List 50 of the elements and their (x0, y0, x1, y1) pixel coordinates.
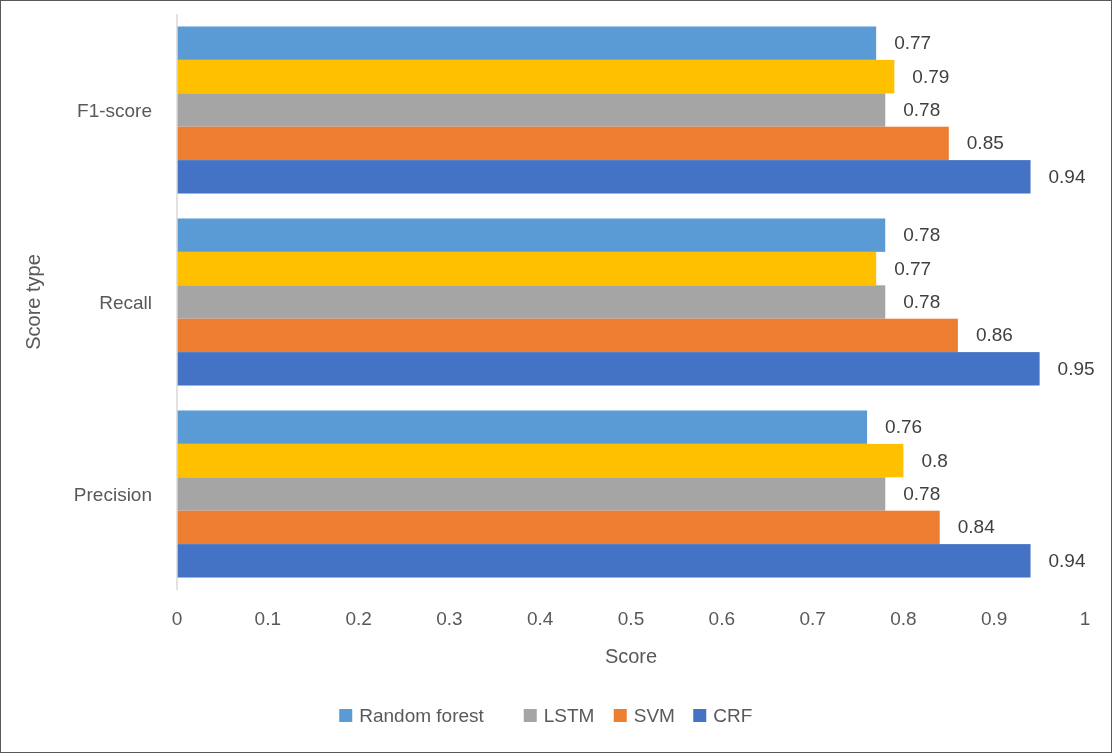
bar (177, 352, 1040, 386)
bar (177, 59, 895, 94)
bar (177, 26, 877, 60)
x-tick-label: 0.5 (617, 608, 645, 629)
x-tick-label: 0.7 (799, 608, 826, 629)
data-label: 0.77 (894, 32, 932, 54)
data-label: 0.77 (894, 257, 932, 279)
bar (177, 510, 940, 545)
data-label: 0.84 (957, 516, 996, 538)
data-label: 0.78 (903, 224, 941, 246)
bar (177, 544, 1031, 578)
bar (177, 410, 868, 444)
bar (177, 93, 886, 127)
x-tick-label: 0.3 (436, 608, 463, 629)
data-label: 0.78 (903, 99, 941, 120)
x-tick-label: 1 (1079, 608, 1091, 629)
data-label: 0.86 (975, 324, 1013, 346)
data-label: 0.76 (885, 416, 923, 438)
y-tick-label: Precision (73, 484, 152, 505)
data-label: 0.78 (903, 483, 941, 504)
x-tick-label: 0.8 (890, 608, 917, 629)
data-label: 0.85 (966, 132, 1004, 154)
x-tick-label: 0.4 (526, 608, 554, 629)
bar (177, 285, 886, 319)
data-label: 0.78 (903, 291, 941, 312)
x-tick-label: 0 (171, 608, 183, 629)
data-label: 0.94 (1048, 549, 1086, 571)
legend-label: CRF (713, 705, 753, 726)
x-tick-label: 0.6 (708, 608, 736, 629)
bar (177, 318, 958, 353)
y-tick-label: F1-score (77, 100, 152, 121)
data-label: 0.79 (912, 65, 950, 87)
x-tick-label: 0.1 (254, 608, 282, 629)
x-tick-label: 0.9 (980, 608, 1008, 629)
bar (177, 218, 886, 252)
y-tick-label: Recall (99, 292, 152, 313)
data-label: 0.94 (1048, 165, 1086, 187)
bar (177, 126, 949, 161)
bar (177, 477, 886, 511)
bar (177, 160, 1031, 194)
data-label: 0.95 (1057, 357, 1095, 379)
x-tick-label: 0.2 (345, 608, 372, 629)
bar (177, 251, 877, 286)
legend-label: Random forest (359, 705, 485, 726)
x-axis-title: Score (604, 645, 658, 667)
y-axis-title: Score type (22, 254, 44, 350)
legend-label: SVM (633, 705, 675, 726)
legend-label: LSTM (543, 705, 595, 726)
bar (177, 443, 904, 478)
data-label: 0.8 (921, 449, 948, 471)
